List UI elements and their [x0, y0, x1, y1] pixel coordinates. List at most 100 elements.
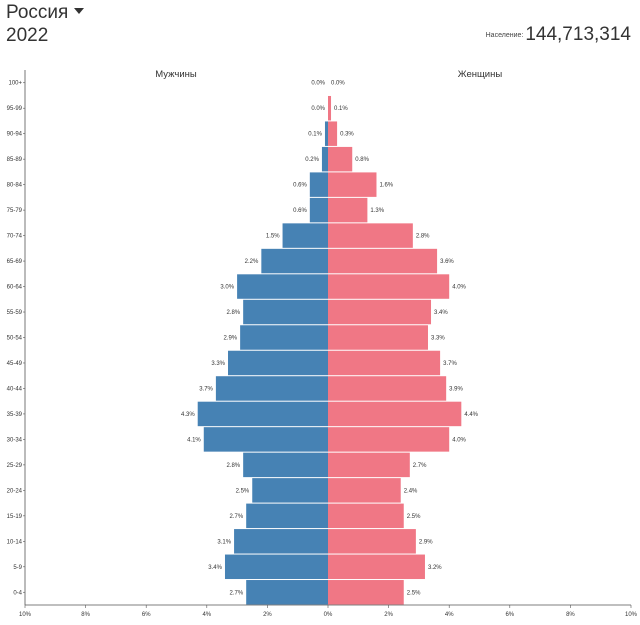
bar-female: [328, 197, 368, 223]
data-label-male: 0.0%: [311, 106, 325, 112]
country-selector[interactable]: Россия: [6, 2, 85, 24]
y-tick-label: 30-34: [7, 437, 23, 443]
bar-female: [328, 503, 404, 529]
bar-male: [224, 554, 328, 580]
bar-male: [261, 248, 328, 274]
x-tick-label: 0%: [324, 612, 333, 618]
bar-female: [328, 350, 441, 376]
x-tick-label: 6%: [142, 612, 151, 618]
data-label-male: 2.7%: [230, 514, 244, 520]
y-tick-label: 90-94: [7, 132, 23, 138]
data-label-male: 0.6%: [293, 183, 307, 189]
data-label-female: 3.6%: [440, 259, 454, 265]
y-tick-label: 50-54: [7, 336, 23, 342]
data-label-female: 0.1%: [334, 106, 348, 112]
y-tick-label: 15-19: [7, 514, 23, 520]
data-label-female: 2.5%: [407, 590, 421, 596]
x-tick-label: 4%: [202, 612, 211, 618]
bar-female: [328, 452, 410, 478]
data-label-female: 1.3%: [370, 208, 384, 214]
data-label-male: 2.2%: [245, 259, 259, 265]
population-value: 144,713,314: [525, 24, 631, 45]
series-name-female: Женщины: [458, 69, 503, 80]
bar-male: [243, 452, 328, 478]
y-tick-label: 35-39: [7, 412, 23, 418]
y-tick-label: 45-49: [7, 361, 23, 367]
x-tick-label: 10%: [19, 612, 32, 618]
bar-male: [228, 350, 328, 376]
bar-male: [234, 529, 328, 554]
x-tick-label: 8%: [81, 612, 90, 618]
y-tick-label: 20-24: [7, 488, 23, 494]
data-label-female: 3.4%: [434, 310, 448, 316]
data-label-female: 3.2%: [428, 565, 442, 571]
bar-male: [309, 172, 328, 197]
data-label-male: 2.8%: [226, 463, 240, 469]
data-label-male: 0.6%: [293, 208, 307, 214]
y-tick-label: 10-14: [7, 539, 23, 545]
bar-male: [309, 197, 328, 223]
data-label-male: 3.7%: [199, 386, 213, 392]
data-label-male: 2.9%: [223, 336, 237, 342]
bar-male: [240, 325, 328, 350]
data-label-male: 2.8%: [226, 310, 240, 316]
data-label-male: 3.4%: [208, 565, 222, 571]
bar-female: [328, 401, 462, 427]
data-label-female: 2.4%: [404, 488, 418, 494]
bar-male: [246, 503, 328, 529]
bar-male: [324, 121, 328, 146]
bar-male: [203, 427, 328, 452]
bar-female: [328, 248, 438, 274]
bar-male: [321, 146, 328, 172]
bar-female: [328, 223, 413, 248]
y-tick-label: 85-89: [7, 157, 23, 163]
y-tick-label: 95-99: [7, 106, 23, 112]
data-label-female: 3.7%: [443, 361, 457, 367]
y-tick-label: 55-59: [7, 310, 23, 316]
year-label: 2022: [6, 25, 49, 46]
data-label-male: 0.2%: [305, 157, 319, 163]
country-name: Россия: [6, 2, 69, 23]
bar-male: [215, 376, 328, 401]
data-label-female: 2.8%: [416, 234, 430, 240]
bar-female: [328, 274, 450, 299]
bar-male: [237, 274, 328, 299]
bar-female: [328, 172, 377, 197]
header: Россия 2022 Население: 144,713,314: [0, 0, 640, 50]
caret-down-icon: [74, 7, 85, 14]
data-label-female: 0.3%: [340, 132, 354, 138]
data-label-male: 4.3%: [181, 412, 195, 418]
y-tick-label: 65-69: [7, 259, 23, 265]
data-label-male: 4.1%: [187, 437, 201, 443]
y-tick-label: 40-44: [7, 386, 23, 392]
bar-male: [282, 223, 328, 248]
y-tick-label: 80-84: [7, 183, 23, 189]
y-tick-label: 60-64: [7, 285, 23, 291]
bar-female: [328, 299, 432, 325]
x-tick-label: 2%: [384, 612, 393, 618]
data-label-female: 1.6%: [379, 183, 393, 189]
data-label-male: 3.3%: [211, 361, 225, 367]
bar-female: [328, 478, 401, 503]
data-label-female: 4.0%: [452, 285, 466, 291]
data-label-female: 2.9%: [419, 539, 433, 545]
data-label-female: 0.0%: [331, 81, 345, 87]
x-tick-label: 2%: [263, 612, 272, 618]
data-label-male: 1.5%: [266, 234, 280, 240]
y-tick-label: 70-74: [7, 234, 23, 240]
y-tick-label: 100+: [8, 81, 22, 87]
bar-female: [328, 121, 338, 146]
x-tick-label: 8%: [566, 612, 575, 618]
y-tick-label: 25-29: [7, 463, 23, 469]
y-tick-label: 0-4: [13, 590, 22, 596]
bar-male: [252, 478, 328, 503]
data-label-female: 4.0%: [452, 437, 466, 443]
population-label: Население:: [485, 31, 524, 39]
population-display: Население: 144,713,314: [486, 24, 631, 46]
data-label-male: 0.1%: [308, 132, 322, 138]
bar-female: [328, 146, 353, 172]
data-label-female: 2.7%: [413, 463, 427, 469]
bar-female: [328, 529, 416, 554]
y-tick-label: 5-9: [13, 565, 22, 571]
